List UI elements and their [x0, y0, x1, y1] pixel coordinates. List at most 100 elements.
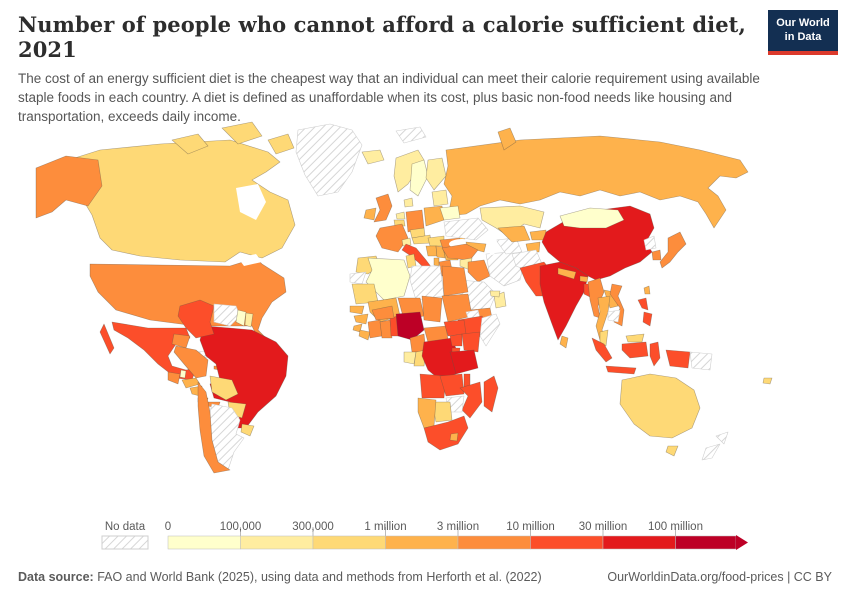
country-western-sahara[interactable]: [349, 271, 367, 285]
country-nigeria[interactable]: [395, 311, 425, 341]
country-sri-lanka[interactable]: [559, 335, 569, 349]
country-mongolia[interactable]: [559, 207, 625, 229]
country-guinea[interactable]: [353, 313, 369, 325]
owid-footer-link[interactable]: OurWorldinData.org/food-prices | CC BY: [607, 570, 832, 584]
country-madagascar[interactable]: [483, 375, 499, 413]
country-philippines[interactable]: [642, 311, 653, 327]
country-tanzania[interactable]: [449, 349, 479, 375]
country-belize[interactable]: [179, 369, 187, 379]
country-canada[interactable]: [171, 133, 209, 155]
country-malaysia[interactable]: [599, 329, 609, 347]
country-uruguay[interactable]: [240, 423, 255, 437]
legend-bin-6[interactable]: [530, 535, 604, 550]
legend-bin-5[interactable]: [457, 535, 531, 550]
country-liberia[interactable]: [358, 329, 371, 341]
country-albania[interactable]: [433, 257, 440, 267]
country-sweden[interactable]: [409, 159, 429, 197]
country-philippines[interactable]: [637, 297, 649, 311]
country-south-africa[interactable]: [423, 415, 469, 451]
country-ghana[interactable]: [379, 319, 393, 339]
country-libya[interactable]: [409, 265, 445, 301]
country-indonesia[interactable]: [591, 337, 613, 363]
country-russia[interactable]: [497, 127, 517, 151]
country-mozambique[interactable]: [459, 381, 483, 419]
country-canada[interactable]: [61, 139, 296, 263]
country-indonesia[interactable]: [649, 341, 661, 367]
country-uae[interactable]: [489, 290, 501, 298]
country-mexico[interactable]: [99, 323, 115, 355]
country-canada[interactable]: [221, 121, 263, 145]
country-chad[interactable]: [421, 295, 443, 323]
legend-bin-7[interactable]: [602, 535, 676, 550]
country-canada[interactable]: [267, 133, 295, 155]
country-uk[interactable]: [373, 193, 393, 223]
country-indonesia[interactable]: [665, 349, 691, 369]
country-malaysia[interactable]: [625, 333, 645, 343]
country-honduras[interactable]: [181, 377, 201, 389]
country-norway[interactable]: [393, 149, 425, 193]
country-france[interactable]: [375, 223, 409, 253]
country-venezuela[interactable]: [213, 303, 241, 327]
country-guatemala[interactable]: [167, 371, 181, 385]
country-nepal[interactable]: [557, 267, 577, 280]
country-indonesia[interactable]: [605, 365, 637, 375]
country-guyana[interactable]: [235, 309, 247, 327]
country-colombia[interactable]: [177, 299, 215, 339]
country-australia[interactable]: [619, 373, 701, 439]
country-switzerland[interactable]: [401, 237, 412, 247]
legend-bin-8[interactable]: [675, 535, 737, 550]
owid-logo[interactable]: Our World in Data: [768, 10, 838, 55]
country-namibia[interactable]: [417, 397, 437, 429]
country-japan[interactable]: [659, 231, 687, 269]
country-kenya[interactable]: [461, 331, 481, 353]
country-senegal[interactable]: [349, 305, 365, 315]
country-south-sudan[interactable]: [443, 319, 467, 337]
country-lesotho[interactable]: [449, 432, 459, 442]
country-baltics[interactable]: [431, 189, 449, 207]
country-croatia[interactable]: [425, 245, 438, 257]
country-turkey[interactable]: [441, 243, 479, 261]
country-cambodia[interactable]: [607, 309, 621, 323]
country-chile[interactable]: [197, 381, 231, 474]
country-netherlands[interactable]: [395, 211, 406, 220]
country-svalbard[interactable]: [395, 126, 427, 144]
country-india[interactable]: [539, 261, 589, 341]
country-iceland[interactable]: [361, 149, 385, 165]
legend-no-data-swatch[interactable]: [101, 535, 149, 550]
country-vietnam[interactable]: [609, 283, 625, 327]
country-iraq[interactable]: [467, 259, 491, 283]
country-kazakhstan[interactable]: [479, 205, 545, 237]
country-russia[interactable]: [443, 135, 749, 229]
country-north-korea[interactable]: [643, 235, 657, 251]
country-usa-alaska[interactable]: [35, 155, 103, 219]
country-fiji[interactable]: [762, 377, 773, 385]
country-ukraine[interactable]: [443, 217, 489, 241]
legend-bin-1[interactable]: [167, 535, 241, 550]
country-myanmar[interactable]: [587, 277, 605, 319]
country-uganda[interactable]: [449, 333, 463, 347]
legend-bin-4[interactable]: [385, 535, 459, 550]
legend-bin-3[interactable]: [312, 535, 386, 550]
country-sudan[interactable]: [441, 293, 473, 323]
country-suriname[interactable]: [244, 312, 254, 328]
country-bolivia[interactable]: [209, 375, 239, 401]
country-greenland[interactable]: [295, 123, 363, 197]
country-new-zealand[interactable]: [715, 431, 729, 445]
country-papua-new-guinea[interactable]: [689, 351, 713, 371]
country-bhutan[interactable]: [579, 275, 589, 283]
country-denmark[interactable]: [403, 197, 414, 208]
country-ireland[interactable]: [363, 207, 377, 221]
country-uzbekistan[interactable]: [497, 225, 531, 243]
country-egypt[interactable]: [441, 265, 469, 297]
country-tajikistan[interactable]: [525, 241, 541, 253]
country-new-zealand[interactable]: [701, 443, 721, 461]
country-australia[interactable]: [665, 445, 679, 457]
country-zambia[interactable]: [439, 373, 465, 397]
country-gabon[interactable]: [403, 351, 417, 365]
country-finland[interactable]: [425, 157, 447, 191]
country-peru[interactable]: [173, 345, 209, 379]
country-taiwan[interactable]: [643, 285, 651, 295]
country-angola[interactable]: [419, 373, 447, 399]
country-somalia[interactable]: [479, 313, 501, 347]
country-belarus[interactable]: [439, 205, 461, 221]
